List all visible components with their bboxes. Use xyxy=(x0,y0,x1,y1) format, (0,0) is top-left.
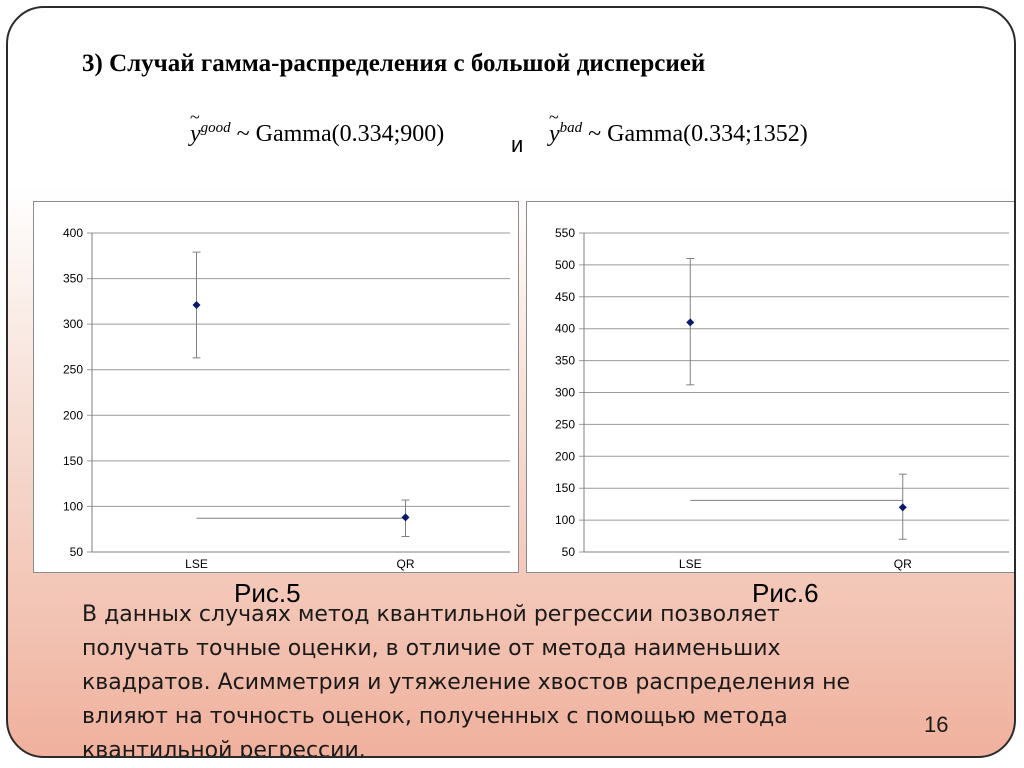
data-point xyxy=(192,301,201,310)
formula-good-variable: y xyxy=(190,107,201,148)
chart-panel-fig5: 50 100 150 200 250 300 350 400 LSE QR xyxy=(33,201,519,573)
x-tick-label: LSE xyxy=(679,557,702,571)
formula-good-expression: ~ Gamma(0.334;900) xyxy=(236,121,445,147)
y-tick-label: 350 xyxy=(63,272,83,286)
body-line: В данных случаях метод квантильной регре… xyxy=(82,602,780,627)
y-tick-label: 50 xyxy=(562,545,576,559)
y-tick-label: 550 xyxy=(555,226,575,240)
y-tick-label: 200 xyxy=(63,408,83,422)
figure-caption-6: Рис.6 xyxy=(752,578,819,608)
y-tick-label: 250 xyxy=(63,363,83,377)
body-line: квантильной регрессии. xyxy=(82,738,366,758)
y-tick-label: 100 xyxy=(555,513,575,527)
body-line: получать точные оценки, в отличие от мет… xyxy=(82,636,781,661)
formula-bad-variable: y xyxy=(549,107,560,148)
y-tick-label: 150 xyxy=(63,454,83,468)
data-point xyxy=(401,513,410,522)
figure-caption-5: Рис.5 xyxy=(234,578,301,608)
formula-bad-superscript: bad xyxy=(559,120,583,136)
x-tick-label: QR xyxy=(894,557,912,571)
data-point xyxy=(686,318,695,327)
y-tick-label: 400 xyxy=(63,226,83,240)
formula-bad: ybad ~ Gamma(0.334;1352) xyxy=(549,107,808,148)
body-paragraph: В данных случаях метод квантильной регре… xyxy=(82,598,952,758)
body-line: влияют на точность оценок, полученных с … xyxy=(82,704,788,729)
y-tick-label: 500 xyxy=(555,258,575,272)
y-tick-label: 450 xyxy=(555,290,575,304)
y-tick-label: 350 xyxy=(555,354,575,368)
y-tick-label: 250 xyxy=(555,417,575,431)
page-number: 16 xyxy=(924,712,949,737)
chart-fig6: 50 100 150 200 250 300 350 400 450 500 550 LSE QR xyxy=(555,226,1009,571)
chart-fig5: 50 100 150 200 250 300 350 400 LSE QR xyxy=(63,226,510,571)
y-tick-label: 400 xyxy=(555,322,575,336)
slide-title: 3) Случай гамма-распределения с большой … xyxy=(82,50,706,77)
y-tick-label: 50 xyxy=(70,545,84,559)
y-tick-label: 300 xyxy=(555,386,575,400)
formula-good-superscript: good xyxy=(200,120,231,136)
formula-bad-expression: ~ Gamma(0.334;1352) xyxy=(588,121,808,147)
slide: 3) Случай гамма-распределения с большой … xyxy=(6,6,1016,758)
y-tick-label: 300 xyxy=(63,317,83,331)
y-tick-label: 200 xyxy=(555,449,575,463)
chart-panel-fig6: 50 100 150 200 250 300 350 400 450 500 550 LSE QR xyxy=(526,201,1014,573)
x-tick-label: LSE xyxy=(185,557,208,571)
x-tick-label: QR xyxy=(397,557,415,571)
body-line: квадратов. Асимметрия и утяжеление хвост… xyxy=(82,670,850,695)
data-point xyxy=(898,503,907,512)
y-tick-label: 150 xyxy=(555,481,575,495)
formula-good: ygood ~ Gamma(0.334;900) xyxy=(190,107,445,148)
y-tick-label: 100 xyxy=(63,499,83,513)
formula-conjunction: и xyxy=(511,132,524,157)
